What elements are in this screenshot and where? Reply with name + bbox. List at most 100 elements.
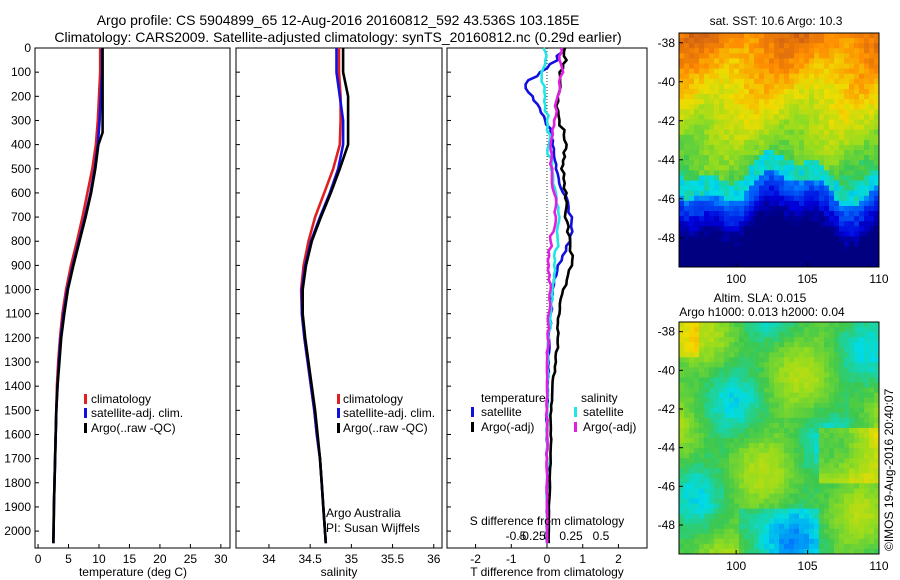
heatmap-cell xyxy=(799,256,805,263)
heatmap-cell xyxy=(774,508,780,515)
heatmap-cell xyxy=(774,347,780,353)
heatmap-cell xyxy=(769,422,775,429)
heatmap-cell xyxy=(829,422,835,429)
heatmap-cell xyxy=(809,508,815,515)
heatmap-cell xyxy=(799,548,805,555)
heatmap-cell xyxy=(814,362,820,368)
heatmap-cell xyxy=(794,478,800,484)
t-difference-axis-label: T difference from climatology xyxy=(470,565,624,579)
heatmap-cell xyxy=(754,342,760,348)
heatmap-cell xyxy=(704,180,710,187)
heatmap-cell xyxy=(804,155,810,161)
heatmap-cell xyxy=(869,58,875,65)
heatmap-cell xyxy=(699,221,705,227)
heatmap-cell xyxy=(859,322,865,328)
heatmap-cell xyxy=(719,483,725,489)
heatmap-cell xyxy=(764,533,770,540)
heatmap-cell xyxy=(864,523,870,530)
heatmap-cell xyxy=(809,432,815,439)
heatmap-cell xyxy=(739,503,745,510)
heatmap-cell xyxy=(829,367,835,373)
heatmap-cell xyxy=(699,43,705,49)
heatmap-cell xyxy=(689,236,695,243)
heatmap-cell xyxy=(809,352,815,358)
heatmap-cell xyxy=(754,327,760,333)
heatmap-cell xyxy=(754,473,760,479)
heatmap-cell xyxy=(774,94,780,100)
heatmap-cell xyxy=(784,236,790,243)
heatmap-cell xyxy=(694,83,700,90)
heatmap-cell xyxy=(849,523,855,530)
heatmap-cell xyxy=(789,68,795,75)
heatmap-cell xyxy=(714,448,720,454)
heatmap-cell xyxy=(819,241,825,248)
heatmap-cell xyxy=(874,261,880,268)
heatmap-cell xyxy=(839,256,845,263)
longitude-tick-label: 105 xyxy=(798,272,818,286)
heatmap-cell xyxy=(744,236,750,243)
heatmap-cell xyxy=(854,518,860,525)
heatmap-cell xyxy=(754,523,760,530)
heatmap-cell xyxy=(749,211,755,217)
heatmap-cell xyxy=(759,236,765,243)
heatmap-cell xyxy=(719,53,725,59)
heatmap-cell xyxy=(694,432,700,439)
heatmap-cell xyxy=(684,503,690,510)
heatmap-cell xyxy=(779,53,785,59)
heatmap-cell xyxy=(864,241,870,248)
heatmap-cell xyxy=(739,48,745,54)
heatmap-cell xyxy=(874,216,880,222)
heatmap-cell xyxy=(774,261,780,268)
latitude-tick-label: -46 xyxy=(658,479,676,493)
depth-tick-label: 1000 xyxy=(4,283,31,297)
heatmap-cell xyxy=(849,256,855,263)
sla-heatmap-cells xyxy=(679,322,880,555)
heatmap-cell xyxy=(689,200,695,207)
heatmap-cell xyxy=(719,256,725,263)
temperature-tick-label: 30 xyxy=(214,552,228,566)
heatmap-cell xyxy=(784,231,790,237)
heatmap-cell xyxy=(839,124,845,131)
heatmap-cell xyxy=(814,463,820,469)
heatmap-cell xyxy=(759,483,765,489)
heatmap-cell xyxy=(789,78,795,85)
heatmap-cell xyxy=(709,362,715,368)
heatmap-cell xyxy=(864,134,870,141)
heatmap-cell xyxy=(854,458,860,464)
heatmap-cell xyxy=(689,503,695,510)
heatmap-cell xyxy=(804,347,810,353)
heatmap-cell xyxy=(709,478,715,484)
heatmap-cell xyxy=(709,155,715,161)
heatmap-cell xyxy=(719,124,725,131)
heatmap-cell xyxy=(799,99,805,105)
heatmap-cell xyxy=(844,129,850,136)
heatmap-cell xyxy=(694,468,700,474)
heatmap-cell xyxy=(699,38,705,44)
heatmap-cell xyxy=(769,523,775,530)
heatmap-cell xyxy=(764,352,770,358)
heatmap-cell xyxy=(709,211,715,217)
heatmap-cell xyxy=(764,155,770,161)
heatmap-cell xyxy=(679,119,685,126)
heatmap-cell xyxy=(854,352,860,358)
heatmap-cell xyxy=(789,38,795,44)
depth-tick-label: 400 xyxy=(11,138,31,152)
heatmap-cell xyxy=(789,104,795,110)
heatmap-cell xyxy=(729,438,735,444)
heatmap-cell xyxy=(769,73,775,80)
heatmap-cell xyxy=(809,144,815,151)
heatmap-cell xyxy=(749,453,755,459)
heatmap-cell xyxy=(799,453,805,459)
heatmap-cell xyxy=(749,139,755,146)
heatmap-cell xyxy=(779,63,785,70)
heatmap-cell xyxy=(799,473,805,479)
heatmap-cell xyxy=(699,453,705,459)
heatmap-cell xyxy=(824,523,830,530)
heatmap-cell xyxy=(749,548,755,555)
heatmap-cell xyxy=(729,33,735,39)
heatmap-cell xyxy=(804,498,810,505)
heatmap-cell xyxy=(704,58,710,65)
heatmap-cell xyxy=(864,362,870,368)
heatmap-cell xyxy=(819,322,825,328)
heatmap-cell xyxy=(679,33,685,39)
